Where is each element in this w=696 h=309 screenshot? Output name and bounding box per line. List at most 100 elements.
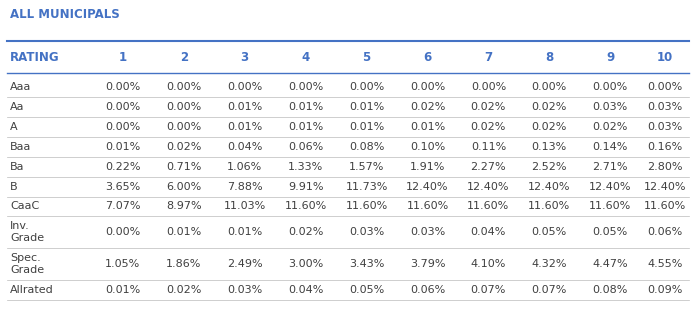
Text: 0.03%: 0.03% [349, 227, 384, 237]
Text: 1.91%: 1.91% [410, 162, 445, 172]
Text: 11.60%: 11.60% [644, 201, 686, 211]
Text: 0.00%: 0.00% [410, 82, 445, 92]
Text: 3.65%: 3.65% [105, 182, 141, 192]
Text: 0.00%: 0.00% [105, 102, 141, 112]
Text: Aa: Aa [10, 102, 25, 112]
Text: 0.01%: 0.01% [227, 227, 262, 237]
Text: 0.00%: 0.00% [166, 102, 201, 112]
Text: 3.43%: 3.43% [349, 259, 384, 269]
Text: 0.14%: 0.14% [592, 142, 628, 152]
Text: 11.60%: 11.60% [285, 201, 327, 211]
Text: 11.60%: 11.60% [345, 201, 388, 211]
Text: 0.10%: 0.10% [410, 142, 445, 152]
Text: ALL MUNICIPALS: ALL MUNICIPALS [10, 8, 120, 21]
Text: 0.06%: 0.06% [288, 142, 323, 152]
Text: 0.22%: 0.22% [105, 162, 141, 172]
Text: 0.00%: 0.00% [647, 82, 683, 92]
Text: 8.97%: 8.97% [166, 201, 202, 211]
Text: 3: 3 [241, 51, 248, 64]
Text: 0.01%: 0.01% [288, 122, 323, 132]
Text: 0.00%: 0.00% [288, 82, 323, 92]
Text: 9: 9 [606, 51, 615, 64]
Text: 0.02%: 0.02% [410, 102, 445, 112]
Text: 0.00%: 0.00% [105, 122, 141, 132]
Text: 0.07%: 0.07% [532, 285, 567, 295]
Text: 3.00%: 3.00% [288, 259, 323, 269]
Text: 1.05%: 1.05% [105, 259, 141, 269]
Text: 4.47%: 4.47% [592, 259, 628, 269]
Text: 4.10%: 4.10% [470, 259, 506, 269]
Text: 0.05%: 0.05% [593, 227, 628, 237]
Text: 0.02%: 0.02% [592, 122, 628, 132]
Text: 2.27%: 2.27% [470, 162, 506, 172]
Text: 0.03%: 0.03% [647, 102, 683, 112]
Text: 12.40%: 12.40% [467, 182, 509, 192]
Text: 0.01%: 0.01% [105, 285, 141, 295]
Text: 1.06%: 1.06% [227, 162, 262, 172]
Text: Baa: Baa [10, 142, 32, 152]
Text: 11.60%: 11.60% [406, 201, 449, 211]
Text: 0.00%: 0.00% [105, 82, 141, 92]
Text: 2.71%: 2.71% [592, 162, 628, 172]
Text: 0.00%: 0.00% [105, 227, 141, 237]
Text: 0.13%: 0.13% [532, 142, 567, 152]
Text: 5: 5 [363, 51, 371, 64]
Text: 1.86%: 1.86% [166, 259, 201, 269]
Text: 0.09%: 0.09% [647, 285, 683, 295]
Text: 0.05%: 0.05% [532, 227, 567, 237]
Text: RATING: RATING [10, 51, 60, 64]
Text: 4: 4 [301, 51, 310, 64]
Text: 6: 6 [423, 51, 432, 64]
Text: 2.49%: 2.49% [227, 259, 262, 269]
Text: 2.80%: 2.80% [647, 162, 683, 172]
Text: 0.01%: 0.01% [166, 227, 201, 237]
Text: 0.71%: 0.71% [166, 162, 201, 172]
Text: 0.00%: 0.00% [166, 122, 201, 132]
Text: Inv.
Grade: Inv. Grade [10, 222, 45, 243]
Text: 0.00%: 0.00% [227, 82, 262, 92]
Text: 0.00%: 0.00% [470, 82, 506, 92]
Text: 0.00%: 0.00% [593, 82, 628, 92]
Text: 11.60%: 11.60% [528, 201, 571, 211]
Text: 2: 2 [180, 51, 188, 64]
Text: Aaa: Aaa [10, 82, 32, 92]
Text: 0.07%: 0.07% [470, 285, 506, 295]
Text: 0.00%: 0.00% [532, 82, 567, 92]
Text: 0.00%: 0.00% [166, 82, 201, 92]
Text: 0.06%: 0.06% [410, 285, 445, 295]
Text: 0.02%: 0.02% [470, 122, 506, 132]
Text: 0.02%: 0.02% [532, 122, 567, 132]
Text: 0.11%: 0.11% [470, 142, 506, 152]
Text: 0.05%: 0.05% [349, 285, 384, 295]
Text: 0.04%: 0.04% [470, 227, 506, 237]
Text: 0.02%: 0.02% [166, 142, 201, 152]
Text: 2.52%: 2.52% [532, 162, 567, 172]
Text: 0.08%: 0.08% [349, 142, 384, 152]
Text: 1.57%: 1.57% [349, 162, 384, 172]
Text: 7.88%: 7.88% [227, 182, 262, 192]
Text: 0.00%: 0.00% [349, 82, 384, 92]
Text: 0.01%: 0.01% [227, 102, 262, 112]
Text: 6.00%: 6.00% [166, 182, 201, 192]
Text: 7: 7 [484, 51, 493, 64]
Text: 0.03%: 0.03% [410, 227, 445, 237]
Text: 0.06%: 0.06% [647, 227, 683, 237]
Text: A: A [10, 122, 18, 132]
Text: 9.91%: 9.91% [288, 182, 324, 192]
Text: 0.08%: 0.08% [592, 285, 628, 295]
Text: 1.33%: 1.33% [288, 162, 323, 172]
Text: 4.32%: 4.32% [532, 259, 567, 269]
Text: CaaC: CaaC [10, 201, 40, 211]
Text: 0.03%: 0.03% [593, 102, 628, 112]
Text: 11.03%: 11.03% [223, 201, 266, 211]
Text: 0.03%: 0.03% [227, 285, 262, 295]
Text: 0.02%: 0.02% [166, 285, 201, 295]
Text: 4.55%: 4.55% [647, 259, 683, 269]
Text: 0.01%: 0.01% [410, 122, 445, 132]
Text: Spec.
Grade: Spec. Grade [10, 253, 45, 275]
Text: 12.40%: 12.40% [528, 182, 571, 192]
Text: 11.60%: 11.60% [467, 201, 509, 211]
Text: Ba: Ba [10, 162, 25, 172]
Text: 7.07%: 7.07% [105, 201, 141, 211]
Text: 0.04%: 0.04% [227, 142, 262, 152]
